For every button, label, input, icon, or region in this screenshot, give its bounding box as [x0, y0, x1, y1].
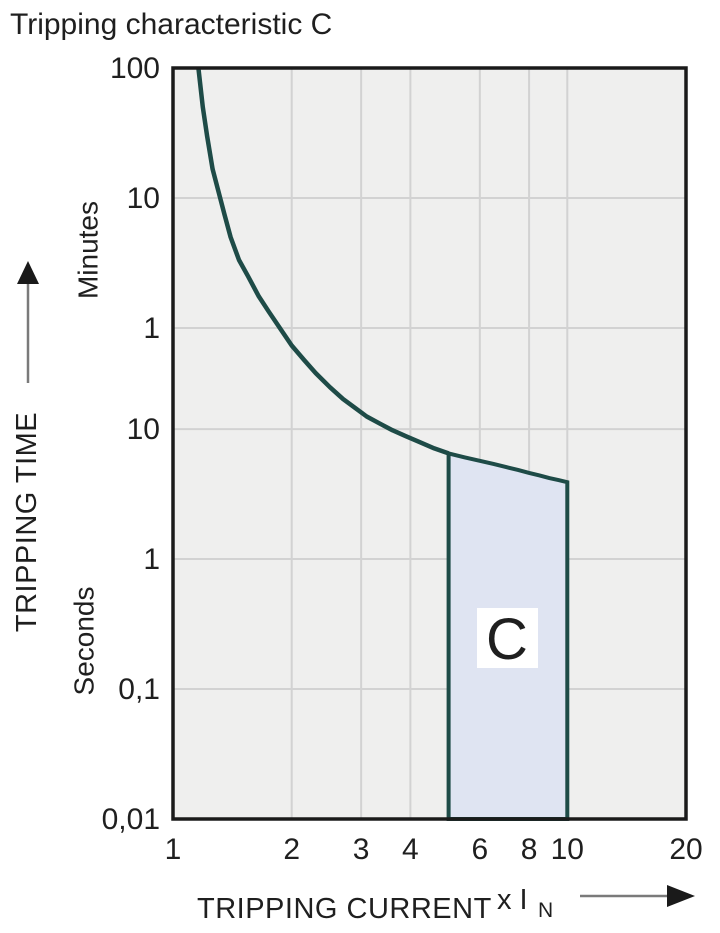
x-tick-labels: 1 2 3 4 6 8 10 20 [165, 833, 703, 866]
y-tick-label: 1 [143, 312, 160, 345]
x-axis-label: TRIPPING CURRENT [197, 893, 492, 925]
plot-area [173, 68, 686, 819]
x-tick-label: 10 [551, 833, 584, 866]
region-label-box [477, 608, 538, 668]
y-tick-labels: 100 10 1 10 1 0,1 0,01 [102, 52, 160, 836]
x-axis-multiplier-subscript: N [538, 899, 553, 922]
y-tick-label: 10 [127, 413, 160, 446]
x-tick-label: 8 [521, 833, 538, 866]
plot-border [171, 66, 688, 821]
y-tick-label: 0,1 [118, 673, 160, 706]
region-label: C [486, 607, 528, 672]
x-tick-label: 20 [669, 833, 702, 866]
x-axis-arrow-icon [667, 885, 695, 907]
y-tick-label: 10 [127, 182, 160, 215]
gridlines [173, 68, 686, 819]
y-unit-minutes: Minutes [73, 201, 104, 299]
x-tick-label: 1 [165, 833, 182, 866]
y-axis-arrow-icon [17, 261, 39, 284]
chart-title: Tripping characteristic C [10, 8, 332, 41]
tripping-curve [196, 67, 450, 456]
y-axis-label: TRIPPING TIME [11, 412, 43, 632]
x-tick-label: 4 [402, 833, 419, 866]
y-unit-seconds: Seconds [69, 587, 100, 696]
y-tick-label: 100 [110, 52, 160, 85]
x-tick-label: 2 [283, 833, 300, 866]
x-tick-label: 6 [471, 833, 488, 866]
y-tick-label: 0,01 [102, 803, 160, 836]
x-axis-multiplier: x I [497, 884, 528, 916]
x-tick-label: 3 [353, 833, 370, 866]
y-tick-label: 1 [143, 543, 160, 576]
